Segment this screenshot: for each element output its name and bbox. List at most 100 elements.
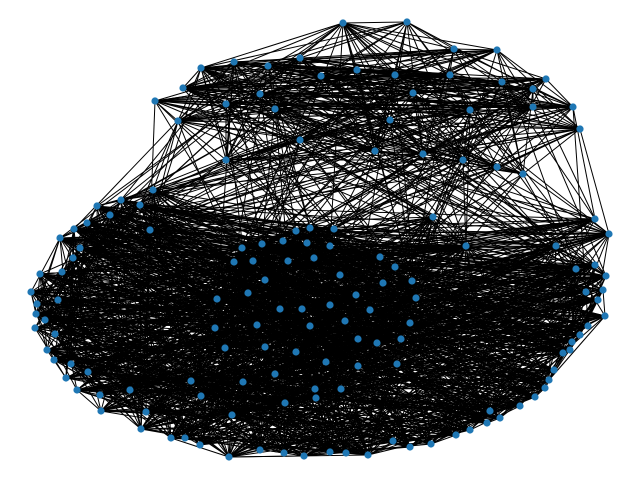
graph-edge [34, 299, 59, 329]
graph-node-lower-85 [213, 295, 221, 303]
graph-edge [400, 338, 471, 431]
graph-node-lower-50 [146, 226, 154, 234]
graph-edge [129, 230, 297, 391]
graph-edge [233, 261, 357, 296]
graph-node-lower-115 [142, 408, 150, 416]
graph-edge [79, 214, 111, 249]
graph-edge [225, 103, 249, 294]
graph-edge [87, 371, 101, 396]
graph-edge [313, 257, 384, 284]
graph-edge [152, 120, 179, 191]
graph-edge [152, 159, 464, 191]
graph-edge [233, 61, 503, 83]
graph-edge [200, 395, 286, 404]
graph-node-lower-31 [516, 402, 524, 410]
graph-node-lower-54 [256, 446, 264, 454]
graph-edge [39, 119, 391, 275]
graph-edge [149, 100, 156, 231]
graph-edge [389, 106, 534, 121]
graph-edge [256, 257, 315, 326]
graph-node-lower-63 [76, 244, 84, 252]
graph-edge [129, 389, 261, 451]
graph-edge [394, 266, 501, 419]
graph-edge [224, 309, 371, 349]
graph-edge [545, 78, 574, 108]
graph-node-lower-107 [187, 377, 195, 385]
graph-edge [274, 108, 524, 175]
graph-edge [87, 371, 192, 382]
graph-node-lower-111 [393, 360, 401, 368]
graph-node-lower-28 [452, 431, 460, 439]
graph-edge [548, 315, 606, 381]
graph-edge [76, 389, 102, 412]
graph-edge [225, 159, 610, 235]
graph-node-upper-9 [230, 58, 238, 66]
graph-node-lower-76 [303, 239, 311, 247]
graph-edge [44, 319, 142, 430]
graph-edge [233, 61, 607, 277]
graph-edge [145, 402, 286, 413]
graph-edge [96, 106, 534, 207]
graph-edge [259, 387, 546, 451]
graph-edge [409, 322, 571, 351]
graph-node-lower-95 [211, 324, 219, 332]
graph-node-upper-25 [459, 156, 467, 164]
graph-edge [532, 106, 607, 277]
graph-edge [432, 216, 471, 431]
graph-edge [200, 22, 344, 69]
graph-edge [30, 230, 297, 293]
graph-edge [394, 74, 417, 299]
graph-edge [325, 361, 359, 367]
graph-node-lower-37 [584, 322, 592, 330]
graph-edge [182, 87, 596, 220]
graph-edge [415, 297, 571, 351]
graph-edge [295, 230, 417, 299]
graph-edge [411, 173, 524, 282]
graph-node-lower-44 [591, 215, 599, 223]
graph-edge [145, 298, 218, 413]
graph-node-lower-92 [306, 322, 314, 330]
graph-edge [233, 261, 384, 284]
graph-edge [247, 139, 301, 294]
graph-edge [339, 274, 346, 322]
graph-edge [216, 298, 501, 419]
graph-edge [357, 297, 417, 367]
graph-edge [369, 256, 381, 311]
graph-edge [149, 119, 391, 231]
graph-node-upper-30 [256, 90, 264, 98]
graph-node-lower-15 [67, 360, 75, 368]
graph-edge [73, 159, 227, 230]
graph-node-upper-12 [498, 78, 506, 86]
graph-node-lower-41 [591, 261, 599, 269]
graph-edge [233, 61, 384, 284]
graph-edge [86, 128, 581, 224]
graph-node-upper-13 [542, 75, 550, 83]
graph-node-lower-14 [50, 356, 58, 364]
graph-node-lower-16 [62, 374, 70, 382]
graph-edge [216, 298, 378, 344]
graph-edge [315, 388, 342, 399]
graph-edge [177, 108, 276, 122]
graph-edge [177, 120, 467, 247]
graph-edge [87, 371, 172, 439]
graph-node-lower-78 [230, 258, 238, 266]
graph-node-lower-13 [43, 346, 51, 354]
graph-edge [182, 87, 434, 218]
graph-edge [259, 78, 547, 95]
graph-node-lower-4 [56, 234, 64, 242]
graph-node-lower-12 [51, 330, 59, 338]
graph-node-lower-119 [326, 301, 334, 309]
graph-node-upper-29 [529, 103, 537, 111]
graph-edge [409, 396, 536, 448]
graph-node-lower-74 [306, 224, 314, 232]
graph-node-lower-2 [93, 202, 101, 210]
graph-edge [340, 338, 402, 390]
graph-edge [462, 159, 557, 247]
graph-node-lower-73 [292, 227, 300, 235]
graph-node-lower-51 [106, 211, 114, 219]
graph-node-lower-23 [300, 452, 308, 460]
graph-edge [532, 88, 581, 130]
graph-node-lower-66 [566, 346, 574, 354]
graph-edge [252, 260, 317, 399]
graph-node-lower-96 [253, 321, 261, 329]
